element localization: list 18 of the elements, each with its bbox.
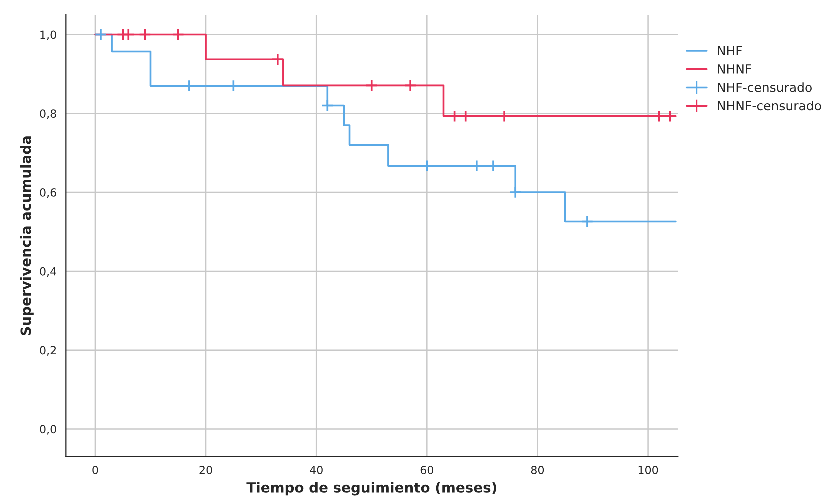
x-tick-label: 0	[92, 466, 98, 474]
y-tick-label: 0,8	[40, 110, 56, 120]
legend-label: NHNF	[718, 64, 752, 74]
x-tick-label: 100	[638, 466, 658, 474]
y-tick-label: 1,0	[40, 30, 56, 40]
y-tick-label: 0,4	[40, 267, 57, 277]
y-tick-label: 0,0	[40, 425, 56, 435]
x-tick-label: 20	[200, 466, 212, 474]
x-tick-label: 40	[310, 466, 323, 474]
y-tick-label: 0,6	[40, 188, 56, 198]
legend-label: NHF	[718, 46, 742, 56]
x-axis-title: Tiempo de seguimiento (meses)	[246, 482, 496, 496]
y-tick-label: 0,2	[40, 346, 56, 356]
x-tick-label: 80	[531, 466, 544, 474]
legend-label: NHNF-censurado	[718, 100, 822, 111]
legend-label: NHF-censurado	[718, 82, 812, 92]
y-axis-title: Supervivencia acumulada	[20, 136, 34, 336]
x-tick-label: 60	[420, 466, 434, 474]
